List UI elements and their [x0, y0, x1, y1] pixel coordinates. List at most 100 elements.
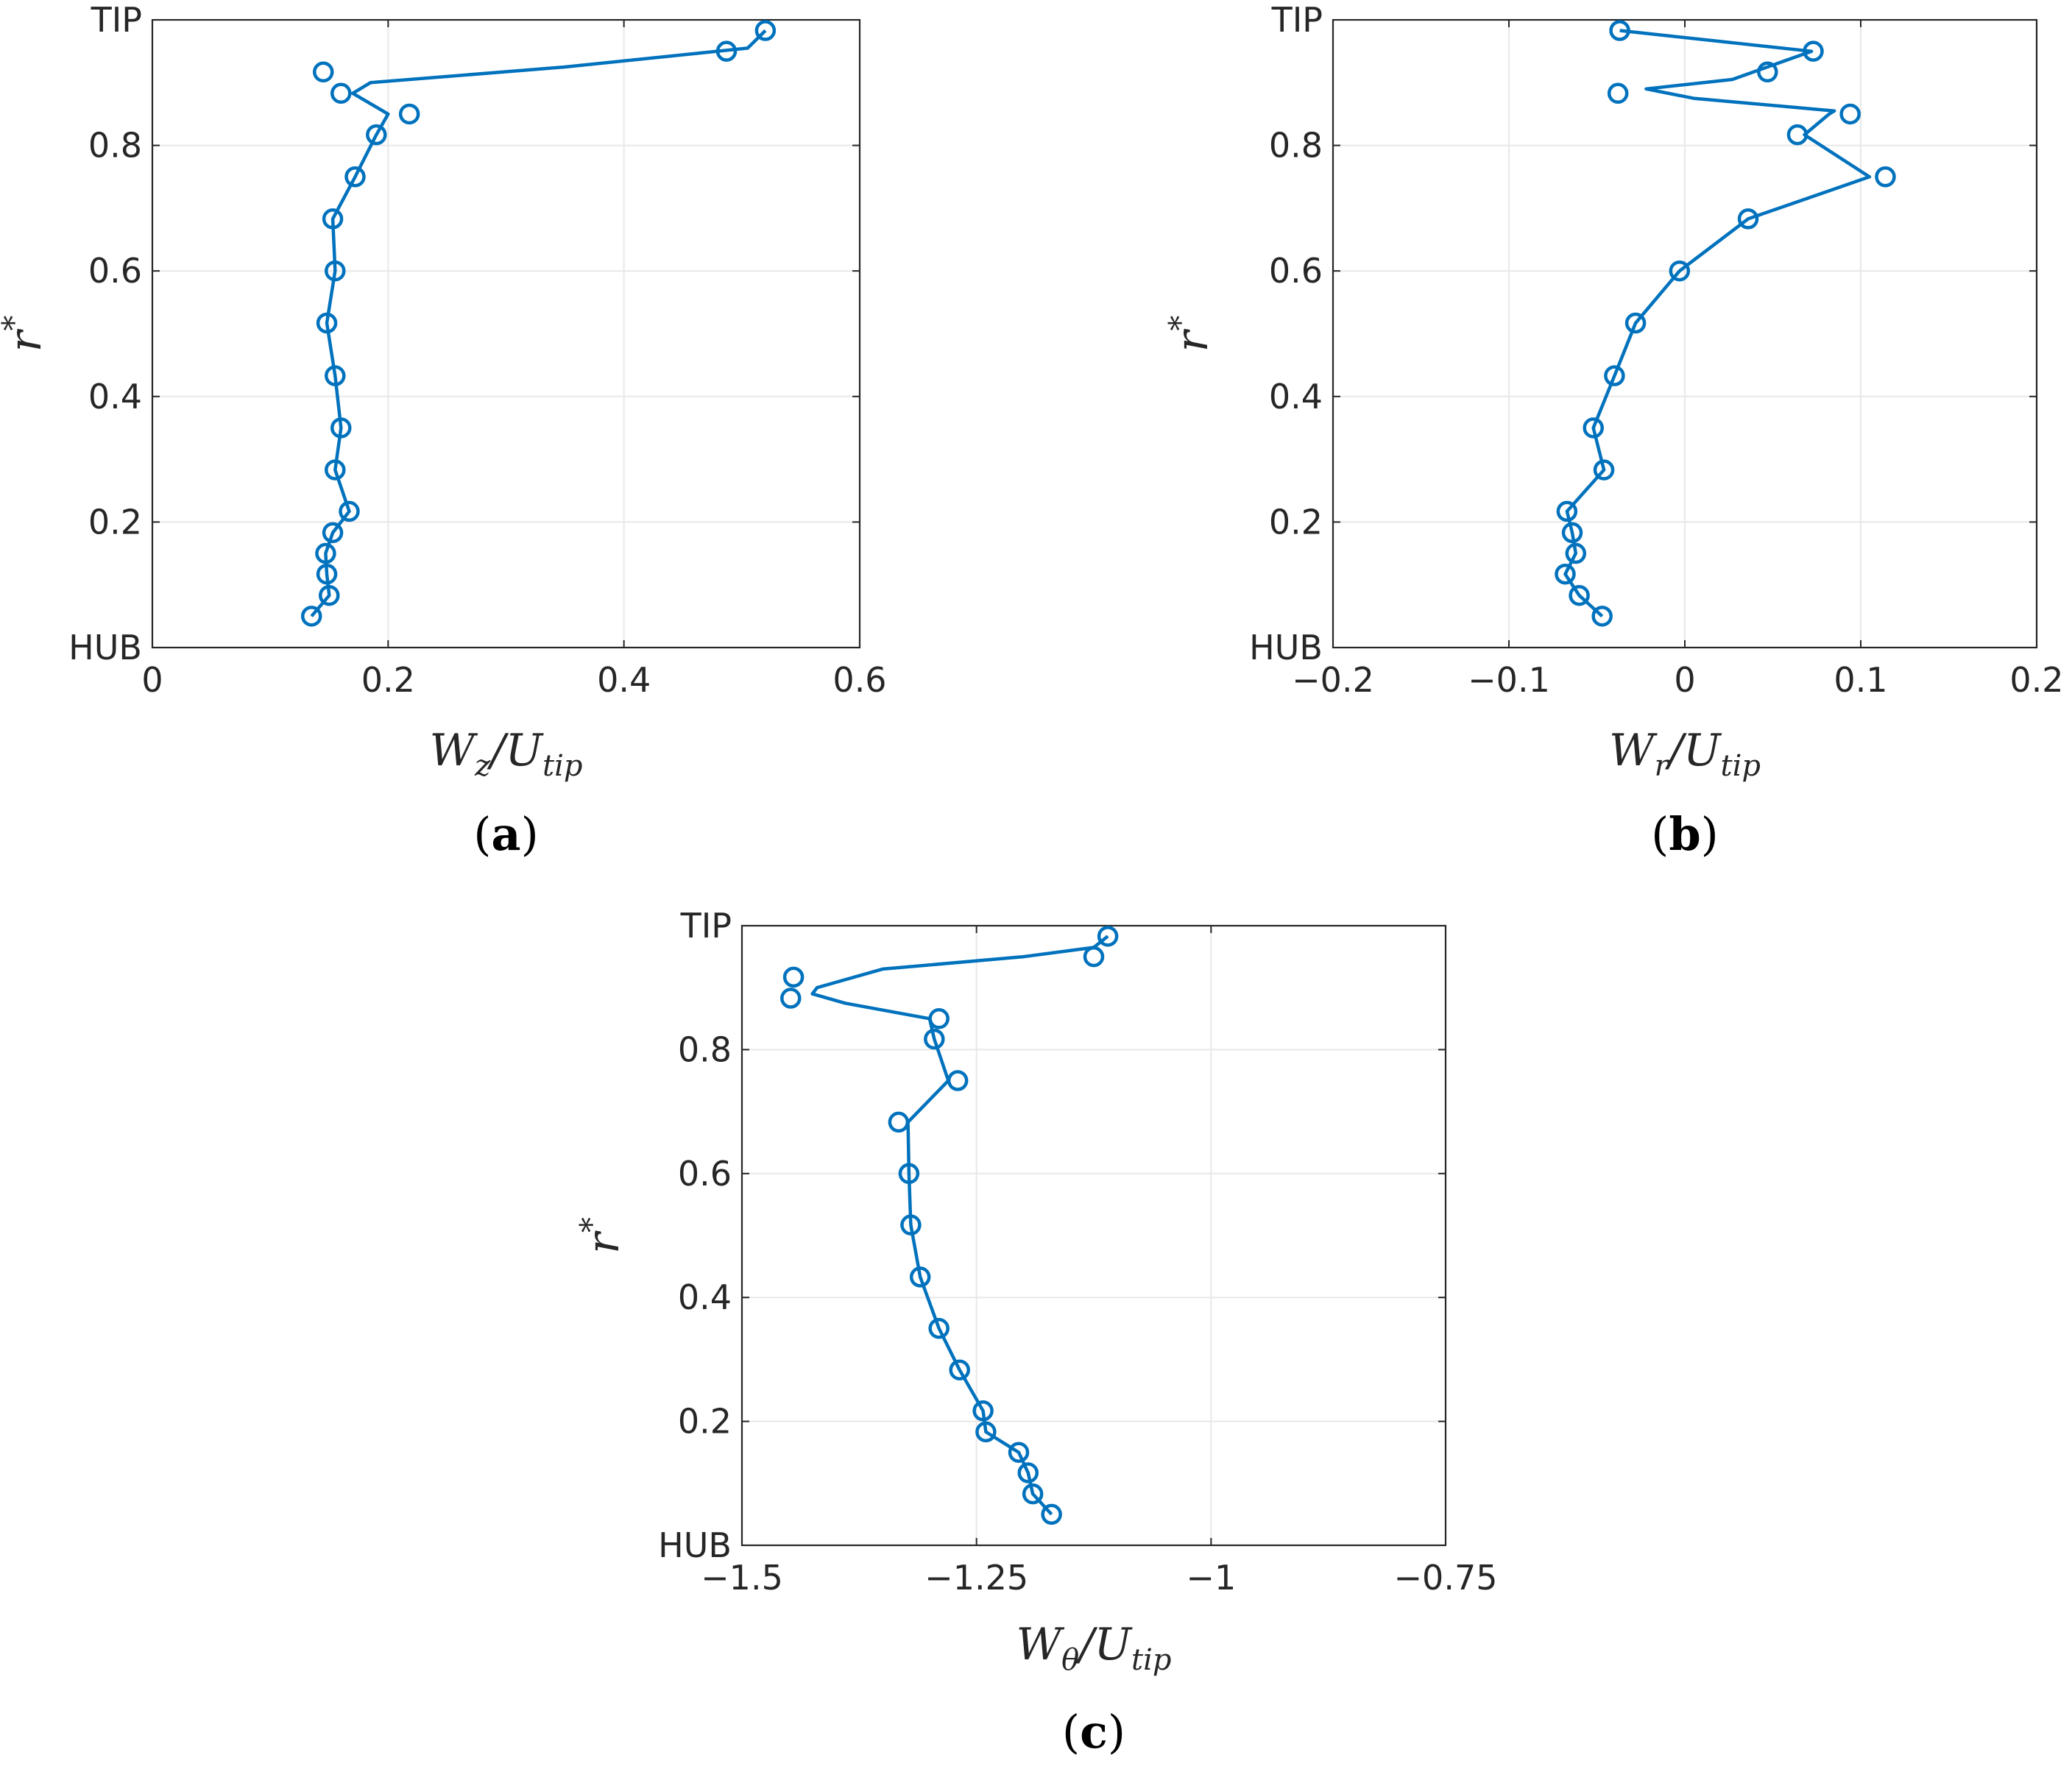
- y-tick-label: 0.4: [88, 377, 142, 416]
- caption-open: (: [473, 807, 491, 861]
- data-point: [1624, 312, 1647, 334]
- data-point: [928, 1318, 950, 1339]
- y-axis-label-main: r: [1167, 328, 1218, 352]
- data-point: [1583, 417, 1604, 439]
- y-axis-label-sup: *: [1162, 316, 1198, 331]
- data-point: [928, 1008, 950, 1029]
- data-point: [1017, 1462, 1039, 1483]
- data-point: [1008, 1442, 1030, 1463]
- y-tick-label: 0.8: [1269, 126, 1323, 166]
- x-tick-label: 0.2: [361, 660, 415, 700]
- x-tick-label: −1: [1186, 1558, 1236, 1598]
- caption-letter: a: [491, 807, 520, 861]
- data-point: [1839, 103, 1861, 125]
- data-point: [300, 606, 322, 627]
- x-axis-label-sub2: tip: [1131, 1643, 1171, 1677]
- data-point: [1569, 584, 1590, 606]
- data-point: [1041, 1503, 1062, 1525]
- data-point: [1097, 926, 1119, 947]
- data-point: [909, 1266, 931, 1288]
- x-axis-label-main: W: [1016, 1619, 1064, 1670]
- x-axis-label-mid: /U: [1665, 725, 1722, 776]
- plot-area-frame: [151, 18, 861, 649]
- x-axis-label-main: W: [429, 725, 478, 776]
- data-point: [1757, 61, 1778, 83]
- data-point: [715, 40, 738, 62]
- y-tick-label: 0.4: [678, 1277, 732, 1317]
- x-axis-label-mid: /U: [487, 725, 544, 776]
- y-axis-label-sup: *: [0, 316, 32, 331]
- y-tick-label: 0.2: [1269, 502, 1323, 542]
- data-point: [325, 365, 346, 386]
- y-tick-label: TIP: [680, 906, 732, 946]
- data-point: [1669, 260, 1691, 282]
- data-point: [1607, 82, 1629, 104]
- data-point: [312, 61, 334, 83]
- data-point: [322, 208, 344, 230]
- x-axis-label-sub2: tip: [542, 749, 582, 783]
- data-point: [325, 459, 346, 481]
- x-tick-label: −0.75: [1394, 1558, 1498, 1598]
- caption-close: ): [521, 807, 539, 861]
- y-tick-label: 0.2: [88, 502, 142, 542]
- data-point: [339, 500, 360, 522]
- data-point: [972, 1400, 994, 1422]
- y-axis-label-main: r: [578, 1230, 629, 1254]
- x-axis-label-mid: /U: [1075, 1619, 1133, 1670]
- y-tick-label: 0.6: [678, 1154, 732, 1194]
- x-tick-label: −1.25: [924, 1558, 1028, 1598]
- x-tick-label: 0.4: [597, 660, 651, 700]
- x-tick-label: 0.2: [2009, 660, 2063, 700]
- data-point: [322, 522, 344, 544]
- y-axis-label-main: r: [0, 328, 52, 352]
- chart-c: −1.5 −1.25 −1 −0.75 HUB 0.2 0.4 0.6 0.8 TIP Wθ/Uti…: [573, 906, 1497, 1759]
- y-axis-label: r*: [1162, 316, 1218, 352]
- x-tick-label: 0: [141, 660, 163, 700]
- data-point: [316, 312, 338, 334]
- x-axis-label-sub1: θ: [1061, 1643, 1079, 1677]
- data-point: [1875, 166, 1896, 188]
- data-point: [754, 20, 777, 41]
- data-point: [975, 1421, 997, 1443]
- x-tick-label: 0.1: [1834, 660, 1887, 700]
- data-point: [330, 82, 352, 104]
- data-point: [1604, 365, 1625, 386]
- data-point: [316, 563, 338, 585]
- y-tick-label: 0.6: [88, 251, 142, 291]
- x-axis-label: Wr/Utip: [1609, 725, 1761, 783]
- data-point: [949, 1359, 970, 1380]
- data-point: [947, 1070, 969, 1091]
- y-tick-label: 0.6: [1269, 251, 1323, 291]
- data-point: [325, 260, 346, 282]
- caption-close: ): [1701, 807, 1719, 861]
- y-tick-label: 0.8: [678, 1029, 732, 1069]
- data-point: [1565, 542, 1587, 564]
- data-point: [898, 1163, 920, 1185]
- data-point: [780, 988, 802, 1009]
- data-point: [1556, 500, 1578, 522]
- chart-a: 0 0.2 0.4 0.6 HUB 0.2 0.4 0.6 0.8 TIP Wz/Utip r* (a): [0, 0, 887, 861]
- y-tick-label: TIP: [1271, 0, 1323, 40]
- data-point: [900, 1214, 922, 1236]
- y-axis-label: r*: [573, 1217, 629, 1254]
- y-tick-label: 0.8: [88, 126, 142, 166]
- x-axis-label-main: W: [1609, 725, 1658, 776]
- y-tick-label: 0.4: [1269, 377, 1323, 416]
- caption-letter: b: [1669, 807, 1700, 861]
- data-point: [1609, 20, 1630, 41]
- data-point: [1555, 563, 1576, 585]
- caption-open: (: [1062, 1705, 1080, 1759]
- x-axis-label: Wz/Utip: [429, 725, 582, 783]
- x-tick-label: −0.2: [1292, 660, 1374, 700]
- data-point: [1561, 522, 1583, 544]
- y-axis-label: r*: [0, 316, 52, 352]
- caption-close: ): [1108, 1705, 1125, 1759]
- data-point: [319, 584, 340, 606]
- data-point: [1737, 208, 1759, 230]
- chart-b: −0.2 −0.1 0 0.1 0.2 HUB 0.2 0.4 0.6 0.8 TIP Wr/Utip…: [1162, 0, 2064, 861]
- data-point: [782, 966, 805, 988]
- subfigure-caption: (b): [1651, 807, 1719, 861]
- x-tick-label: −1.5: [701, 1558, 783, 1598]
- series-line: [810, 935, 1109, 1516]
- x-tick-label: 0.6: [832, 660, 886, 700]
